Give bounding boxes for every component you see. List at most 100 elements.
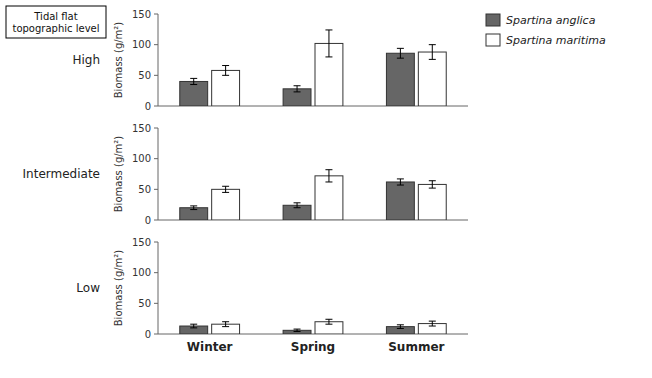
error-cap [222, 65, 229, 66]
error-stem [400, 179, 401, 185]
error-cap [325, 29, 332, 30]
error-stem [193, 324, 194, 328]
error-stem [297, 86, 298, 92]
bars [180, 319, 446, 334]
y-tick-label: 100 [132, 267, 151, 278]
bar [418, 184, 446, 220]
legend: Spartina anglica Spartina maritima [486, 14, 606, 47]
legend-swatch [486, 14, 500, 26]
header-box: Tidal flattopographic level [6, 6, 106, 38]
error-cap [429, 321, 436, 322]
header-frame [6, 6, 106, 38]
header-line: Tidal flat [33, 11, 77, 22]
x-tick-label: Winter [187, 340, 233, 354]
error-cap [222, 321, 229, 322]
y-tick [154, 128, 158, 129]
y-tick [154, 220, 158, 221]
legend-label: Spartina maritima [506, 34, 606, 47]
error-bar [294, 86, 301, 92]
error-stem [225, 186, 226, 192]
y-axis-label: Biomass (g/m²) [113, 136, 124, 213]
error-cap [222, 75, 229, 76]
error-cap [397, 328, 404, 329]
y-axis [158, 128, 159, 220]
y-axis [158, 14, 159, 106]
error-cap [222, 186, 229, 187]
bars [180, 170, 446, 220]
error-cap [294, 207, 301, 208]
error-bar [222, 66, 229, 76]
y-tick [154, 44, 158, 45]
error-bar [222, 186, 229, 192]
error-cap [190, 324, 197, 325]
error-stem [400, 325, 401, 329]
y-tick-label: 50 [138, 70, 151, 81]
y-tick-label: 0 [145, 215, 151, 226]
y-tick [154, 14, 158, 15]
y-tick-label: 50 [138, 184, 151, 195]
error-stem [328, 30, 329, 57]
y-tick [154, 334, 158, 335]
bar [283, 89, 311, 106]
error-stem [193, 78, 194, 84]
error-cap [294, 85, 301, 86]
error-cap [397, 324, 404, 325]
error-bar [294, 203, 301, 208]
error-cap [294, 329, 301, 330]
error-stem [193, 206, 194, 210]
bar [180, 208, 208, 220]
row-label: Intermediate [23, 167, 100, 181]
panel: 0 50 100 150 Biomass (g/m²) Intermediate [23, 123, 468, 226]
legend-swatch [486, 34, 500, 46]
error-cap [190, 84, 197, 85]
error-bar [397, 325, 404, 329]
chart-root: 050100150Biomass (g/m²)HighTidal flattop… [0, 0, 652, 378]
error-cap [294, 91, 301, 92]
error-cap [222, 326, 229, 327]
y-tick-label: 100 [132, 153, 151, 164]
y-tick-label: 150 [132, 9, 151, 20]
legend-label: Spartina anglica [506, 14, 596, 27]
bar [212, 70, 240, 106]
y-tick-label: 0 [145, 329, 151, 340]
error-stem [400, 48, 401, 58]
y-tick-label: 150 [132, 237, 151, 248]
error-cap [429, 59, 436, 60]
error-bar [222, 322, 229, 327]
error-cap [190, 205, 197, 206]
error-bar [294, 329, 301, 331]
error-stem [432, 181, 433, 188]
error-cap [429, 180, 436, 181]
header-text: Tidal flattopographic level [12, 11, 99, 34]
panel: 050100150Biomass (g/m²)LowWinterSpringSu… [76, 237, 468, 355]
error-bar [325, 319, 332, 324]
bar [386, 182, 414, 220]
error-cap [325, 181, 332, 182]
error-cap [429, 188, 436, 189]
error-cap [325, 319, 332, 320]
y-tick-label: 0 [145, 101, 151, 112]
error-cap [325, 169, 332, 170]
y-tick-label: 150 [132, 123, 151, 134]
x-tick-label: Summer [388, 340, 444, 354]
bar [418, 52, 446, 106]
bar [283, 205, 311, 220]
error-cap [429, 44, 436, 45]
y-axis-label: Biomass (g/m²) [113, 22, 124, 99]
y-tick [154, 189, 158, 190]
x-tick-label: Spring [291, 340, 335, 354]
error-cap [294, 331, 301, 332]
error-stem [328, 319, 329, 324]
error-bar [397, 179, 404, 185]
error-bar [429, 181, 436, 188]
bar [315, 176, 343, 220]
y-axis-label: Biomass (g/m²) [113, 250, 124, 327]
y-tick [154, 303, 158, 304]
error-cap [397, 178, 404, 179]
bars [180, 30, 446, 106]
header-line: topographic level [12, 23, 99, 34]
y-tick [154, 272, 158, 273]
error-stem [432, 45, 433, 60]
error-cap [222, 192, 229, 193]
row-label: Low [76, 281, 100, 295]
